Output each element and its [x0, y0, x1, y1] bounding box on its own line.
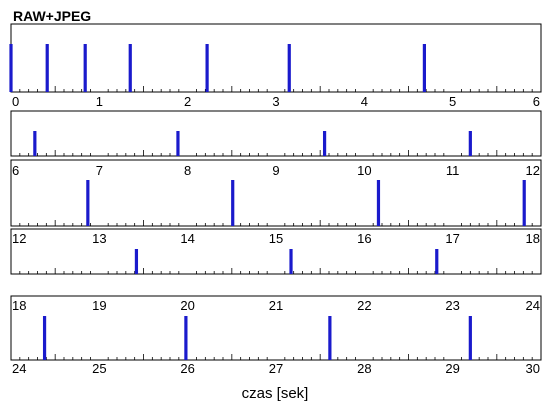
event-marker-2	[45, 44, 49, 92]
row-panel-5: 24 25 26 27 28 29 30	[10, 295, 542, 376]
event-marker-2	[231, 180, 235, 226]
event-marker-2	[176, 131, 180, 156]
x-tick-label: 11	[446, 163, 460, 178]
x-tick-label: 28	[357, 361, 371, 376]
x-tick-label: 26	[180, 361, 194, 376]
x-tick-label: 16	[357, 231, 371, 246]
event-marker-2	[289, 249, 293, 274]
x-tick-label: 6	[533, 94, 540, 109]
event-marker-1	[86, 180, 90, 226]
x-tick-label: 22	[357, 298, 371, 313]
event-marker-4	[468, 131, 472, 156]
event-marker-1	[134, 249, 139, 274]
event-marker-3	[322, 131, 327, 156]
event-marker-4	[128, 44, 132, 92]
x-tick-label: 8	[184, 163, 191, 178]
x-tick-label: 13	[92, 231, 106, 246]
x-tick-label: 1	[96, 94, 103, 109]
x-tick-label: 29	[445, 361, 459, 376]
x-tick-label: 30	[526, 361, 540, 376]
x-tick-label: 18	[12, 298, 26, 313]
x-tick-label: 27	[269, 361, 283, 376]
panel-frame	[10, 110, 542, 157]
event-marker-1	[42, 316, 47, 360]
x-tick-label: 25	[92, 361, 106, 376]
x-tick-label: 10	[357, 163, 371, 178]
x-tick-label: 18	[526, 231, 540, 246]
x-tick-label: 24	[12, 361, 26, 376]
x-tick-label: 19	[92, 298, 106, 313]
row-panel-2: 6 7 8 9 10 11 12	[10, 110, 542, 178]
event-marker-5	[205, 44, 209, 92]
x-tick-label: 15	[269, 231, 283, 246]
event-marker-4	[522, 180, 526, 226]
event-marker-3	[376, 180, 381, 226]
event-marker-1	[9, 44, 13, 92]
event-marker-1	[33, 131, 37, 156]
event-marker-4	[468, 316, 472, 360]
x-tick-label: 9	[272, 163, 279, 178]
event-marker-2	[184, 316, 188, 360]
x-tick-label: 6	[12, 163, 19, 178]
x-tick-label: 14	[180, 231, 194, 246]
x-tick-label: 21	[269, 298, 283, 313]
x-tick-label: 3	[272, 94, 279, 109]
row-panel-4: 18 19 20 21 22 23 24	[10, 228, 542, 313]
x-tick-label: 20	[180, 298, 194, 313]
x-tick-label: 17	[445, 231, 459, 246]
row-panel-1: 0 1 2 3 4 5 6	[9, 23, 542, 109]
panel-frame	[10, 295, 542, 361]
panel-frame	[10, 228, 542, 275]
event-marker-6	[287, 44, 291, 92]
event-marker-3	[83, 44, 87, 92]
x-axis-label: czas [sek]	[241, 385, 309, 402]
x-tick-label: 23	[445, 298, 459, 313]
event-marker-7	[422, 44, 426, 92]
x-tick-label: 4	[361, 94, 368, 109]
x-tick-label: 12	[526, 163, 540, 178]
event-marker-3	[328, 316, 332, 360]
x-tick-label: 0	[12, 94, 19, 109]
x-tick-label: 2	[184, 94, 191, 109]
panel-frame	[10, 159, 542, 227]
chart-title: RAW+JPEG	[13, 8, 92, 24]
x-tick-label: 12	[12, 231, 26, 246]
x-tick-label: 5	[449, 94, 456, 109]
x-tick-label: 7	[96, 163, 103, 178]
row-panel-3: 12 13 14 15 16 17 18	[10, 159, 542, 246]
event-marker-3	[435, 249, 439, 274]
x-tick-label: 24	[526, 298, 540, 313]
panel-frame	[10, 23, 542, 93]
